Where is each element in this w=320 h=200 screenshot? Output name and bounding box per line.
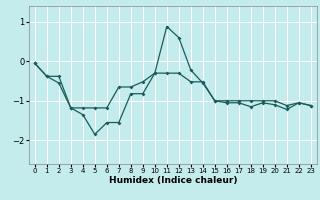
X-axis label: Humidex (Indice chaleur): Humidex (Indice chaleur) bbox=[108, 176, 237, 185]
